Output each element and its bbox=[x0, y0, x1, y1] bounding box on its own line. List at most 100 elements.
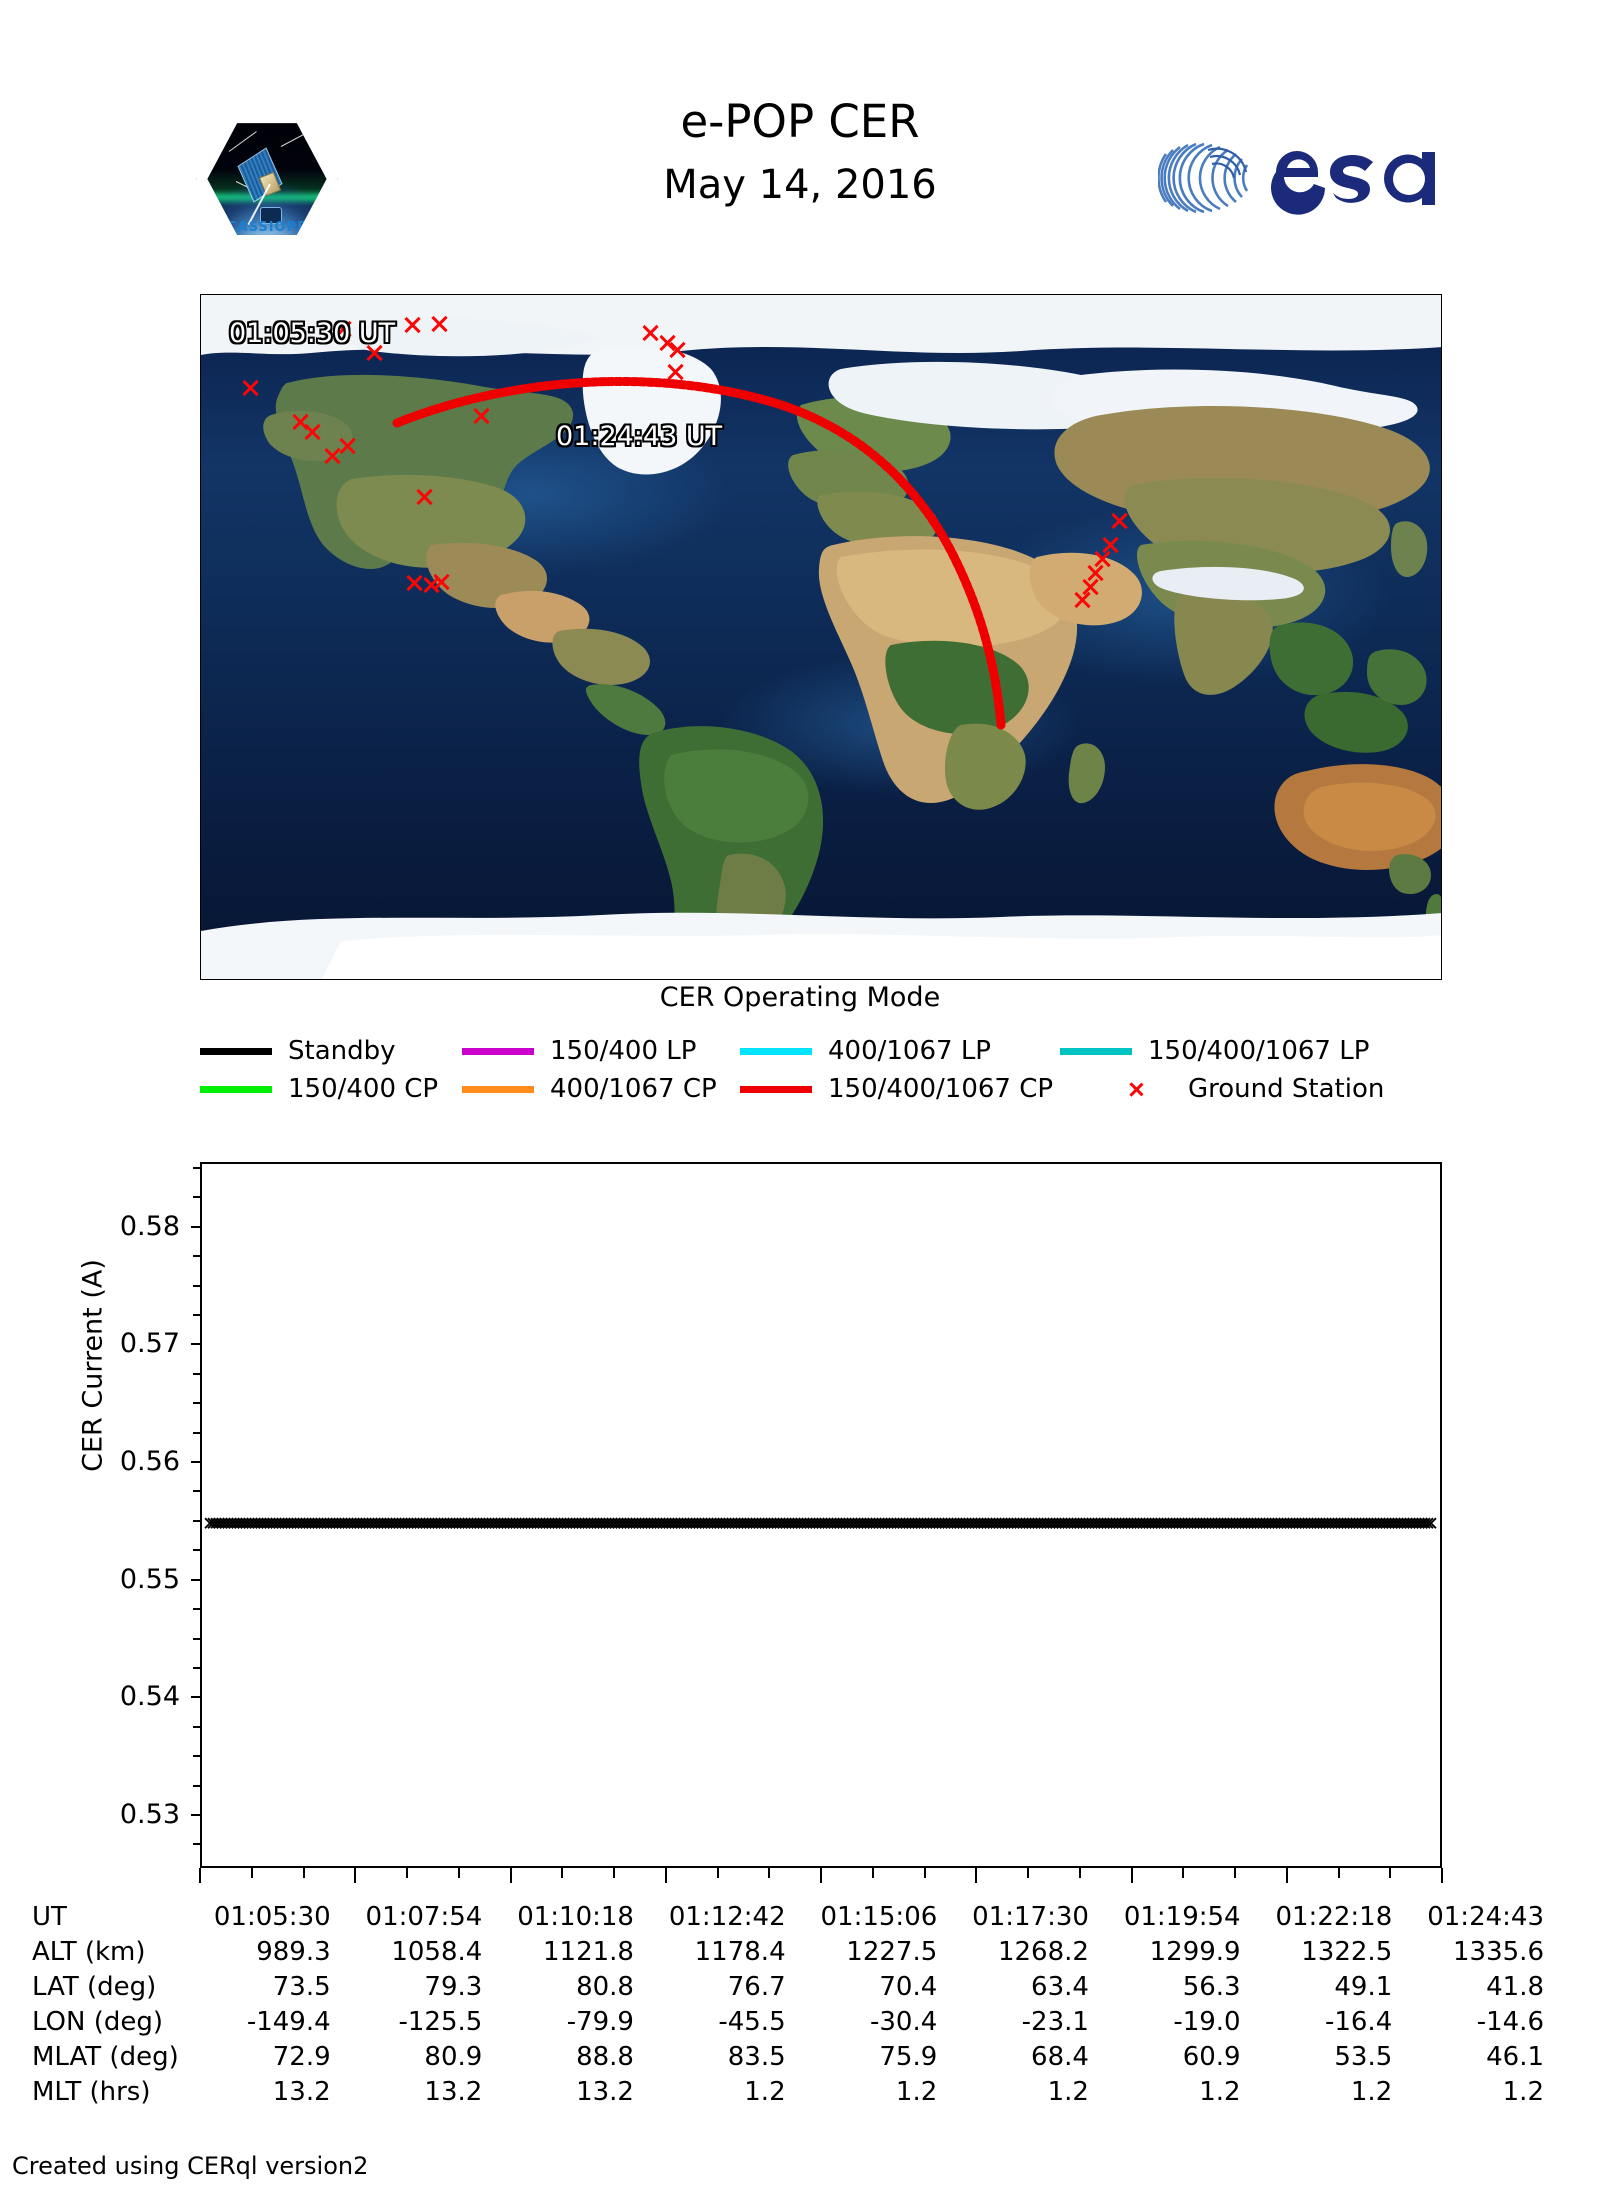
legend-item-150-400-cp[interactable]: 150/400 CP bbox=[200, 1070, 438, 1108]
x-tick-major bbox=[1441, 1868, 1443, 1883]
legend-item-ground-station[interactable]: Ground Station bbox=[1100, 1070, 1384, 1108]
legend-item-400-1067-cp[interactable]: 400/1067 CP bbox=[462, 1070, 717, 1108]
legend-line-swatch bbox=[1060, 1047, 1132, 1055]
table-cell: 49.1 bbox=[1334, 1972, 1393, 2002]
table-cell: 1299.9 bbox=[1149, 1937, 1241, 1967]
parameters-table: UT 01:05:30 01:07:54 01:10:18 01:12:42 01:15:… bbox=[30, 1900, 1570, 2110]
table-cell: -23.1 bbox=[1021, 2007, 1089, 2037]
esa-agency-logo bbox=[1158, 128, 1448, 216]
table-cell: 01:07:54 bbox=[365, 1902, 483, 1932]
table-row: MLT (hrs) 13.2 13.2 13.2 1.2 1.2 1.2 1.2 1.2 1.2 bbox=[30, 2075, 1570, 2110]
y-tick-label: 0.55 bbox=[119, 1563, 180, 1595]
y-tick-minor bbox=[193, 1784, 204, 1787]
legend-row-1: Standby 150/400 LP 400/1067 LP 150/400/1… bbox=[200, 1032, 1450, 1070]
orbit-ground-track bbox=[392, 377, 1006, 730]
table-cell: 80.9 bbox=[424, 2042, 483, 2072]
y-tick-major bbox=[191, 1343, 205, 1346]
table-cell: 68.4 bbox=[1031, 2042, 1089, 2072]
legend-item-150-400-lp[interactable]: 150/400 LP bbox=[462, 1032, 696, 1070]
table-cell: -125.5 bbox=[398, 2007, 483, 2037]
y-tick-major bbox=[191, 1578, 205, 1581]
x-tick-minor bbox=[250, 1868, 253, 1878]
y-tick-minor bbox=[193, 1196, 204, 1199]
esa-globe-arcs bbox=[1207, 147, 1248, 179]
y-tick-minor bbox=[193, 1519, 204, 1522]
cassiope-logo-text: CASSIOPE bbox=[226, 219, 308, 235]
table-cell: 41.8 bbox=[1486, 1972, 1544, 2002]
table-cell: 1178.4 bbox=[694, 1937, 786, 1967]
table-row-label: UT bbox=[32, 1902, 67, 1932]
legend-item-label: Standby bbox=[288, 1036, 396, 1066]
y-tick-minor bbox=[193, 1725, 204, 1728]
legend-item-400-1067-lp[interactable]: 400/1067 LP bbox=[740, 1032, 991, 1070]
y-axis-label: CER Current (A) bbox=[77, 1259, 109, 1472]
y-tick-major bbox=[191, 1814, 205, 1817]
x-tick-major bbox=[199, 1868, 201, 1883]
x-tick-minor bbox=[1078, 1868, 1081, 1878]
y-tick-major bbox=[191, 1696, 205, 1699]
legend-line-swatch bbox=[740, 1085, 812, 1093]
table-cell: 1.2 bbox=[1047, 2077, 1089, 2107]
y-tick-minor bbox=[193, 1755, 204, 1758]
table-cell: 80.8 bbox=[576, 1972, 634, 2002]
legend-item-label: Ground Station bbox=[1188, 1074, 1385, 1104]
y-tick-major bbox=[191, 1461, 205, 1464]
legend-line-swatch bbox=[740, 1047, 812, 1055]
ground-station-x-icon bbox=[1100, 1079, 1172, 1099]
table-cell: 53.5 bbox=[1334, 2042, 1393, 2072]
table-cell: 13.2 bbox=[272, 2077, 331, 2107]
x-tick-minor bbox=[871, 1868, 874, 1878]
ground-track-map[interactable]: 01:05:30 UT 01:24:43 UT bbox=[200, 294, 1442, 980]
operating-mode-legend: Standby 150/400 LP 400/1067 LP 150/400/1… bbox=[200, 1032, 1450, 1108]
table-row: ALT (km) 989.3 1058.4 1121.8 1178.4 1227.5 126… bbox=[30, 1935, 1570, 1970]
legend-row-2: 150/400 CP 400/1067 CP 150/400/1067 CP G… bbox=[200, 1070, 1450, 1108]
page-header: CASSIOPE e-POP CER May 14, 2016 bbox=[0, 0, 1600, 270]
table-row: LON (deg) -149.4 -125.5 -79.9 -45.5 -30.4 -23.… bbox=[30, 2005, 1570, 2040]
table-cell: 1121.8 bbox=[542, 1937, 634, 1967]
y-tick-label: 0.58 bbox=[119, 1210, 180, 1242]
y-tick-minor bbox=[193, 1549, 204, 1552]
x-tick-major bbox=[664, 1868, 667, 1883]
x-tick-minor bbox=[457, 1868, 460, 1878]
legend-line-swatch bbox=[200, 1085, 272, 1093]
y-tick-minor bbox=[193, 1490, 204, 1493]
legend-item-label: 150/400/1067 LP bbox=[1148, 1036, 1370, 1066]
y-tick-minor bbox=[193, 1284, 204, 1287]
y-tick-minor bbox=[193, 1402, 204, 1405]
x-tick-major bbox=[820, 1868, 822, 1883]
table-cell: -30.4 bbox=[870, 2007, 938, 2037]
esa-logo-svg bbox=[1158, 142, 1435, 215]
cer-current-series bbox=[202, 1164, 1440, 1866]
x-tick-minor bbox=[302, 1868, 305, 1878]
x-tick-major bbox=[354, 1868, 357, 1883]
table-row: UT 01:05:30 01:07:54 01:10:18 01:12:42 01:15:… bbox=[30, 1900, 1570, 1935]
legend-line-swatch bbox=[462, 1085, 534, 1093]
y-tick-major bbox=[191, 1225, 205, 1228]
x-tick-minor bbox=[1027, 1868, 1029, 1878]
x-tick-major bbox=[509, 1868, 512, 1883]
y-tick-minor bbox=[193, 1255, 204, 1258]
legend-line-swatch bbox=[200, 1047, 272, 1055]
table-cell: 13.2 bbox=[576, 2077, 634, 2107]
legend-item-standby[interactable]: Standby bbox=[200, 1032, 396, 1070]
cer-current-plot[interactable] bbox=[200, 1162, 1442, 1868]
table-cell: -79.9 bbox=[566, 2007, 634, 2037]
table-cell: 1227.5 bbox=[846, 1937, 938, 1967]
track-start-time-label: 01:05:30 UT bbox=[229, 318, 396, 349]
legend-item-150-400-1067-lp[interactable]: 150/400/1067 LP bbox=[1060, 1032, 1369, 1070]
world-map-image bbox=[201, 295, 1441, 979]
y-tick-label: 0.57 bbox=[119, 1328, 180, 1360]
x-tick-minor bbox=[768, 1868, 771, 1878]
table-cell: 989.3 bbox=[256, 1937, 331, 1967]
y-tick-minor bbox=[193, 1843, 204, 1846]
x-tick-minor bbox=[923, 1868, 926, 1878]
y-tick-minor bbox=[193, 1431, 204, 1434]
x-tick-minor bbox=[613, 1868, 615, 1878]
table-cell: 01:22:18 bbox=[1275, 1902, 1393, 1932]
legend-item-150-400-1067-cp[interactable]: 150/400/1067 CP bbox=[740, 1070, 1053, 1108]
x-tick-major bbox=[1130, 1868, 1133, 1883]
table-cell: 79.3 bbox=[424, 1972, 483, 2002]
table-cell: 01:05:30 bbox=[213, 1902, 331, 1932]
legend-item-label: 150/400 LP bbox=[550, 1036, 697, 1066]
mission-badge-icon bbox=[259, 206, 282, 224]
